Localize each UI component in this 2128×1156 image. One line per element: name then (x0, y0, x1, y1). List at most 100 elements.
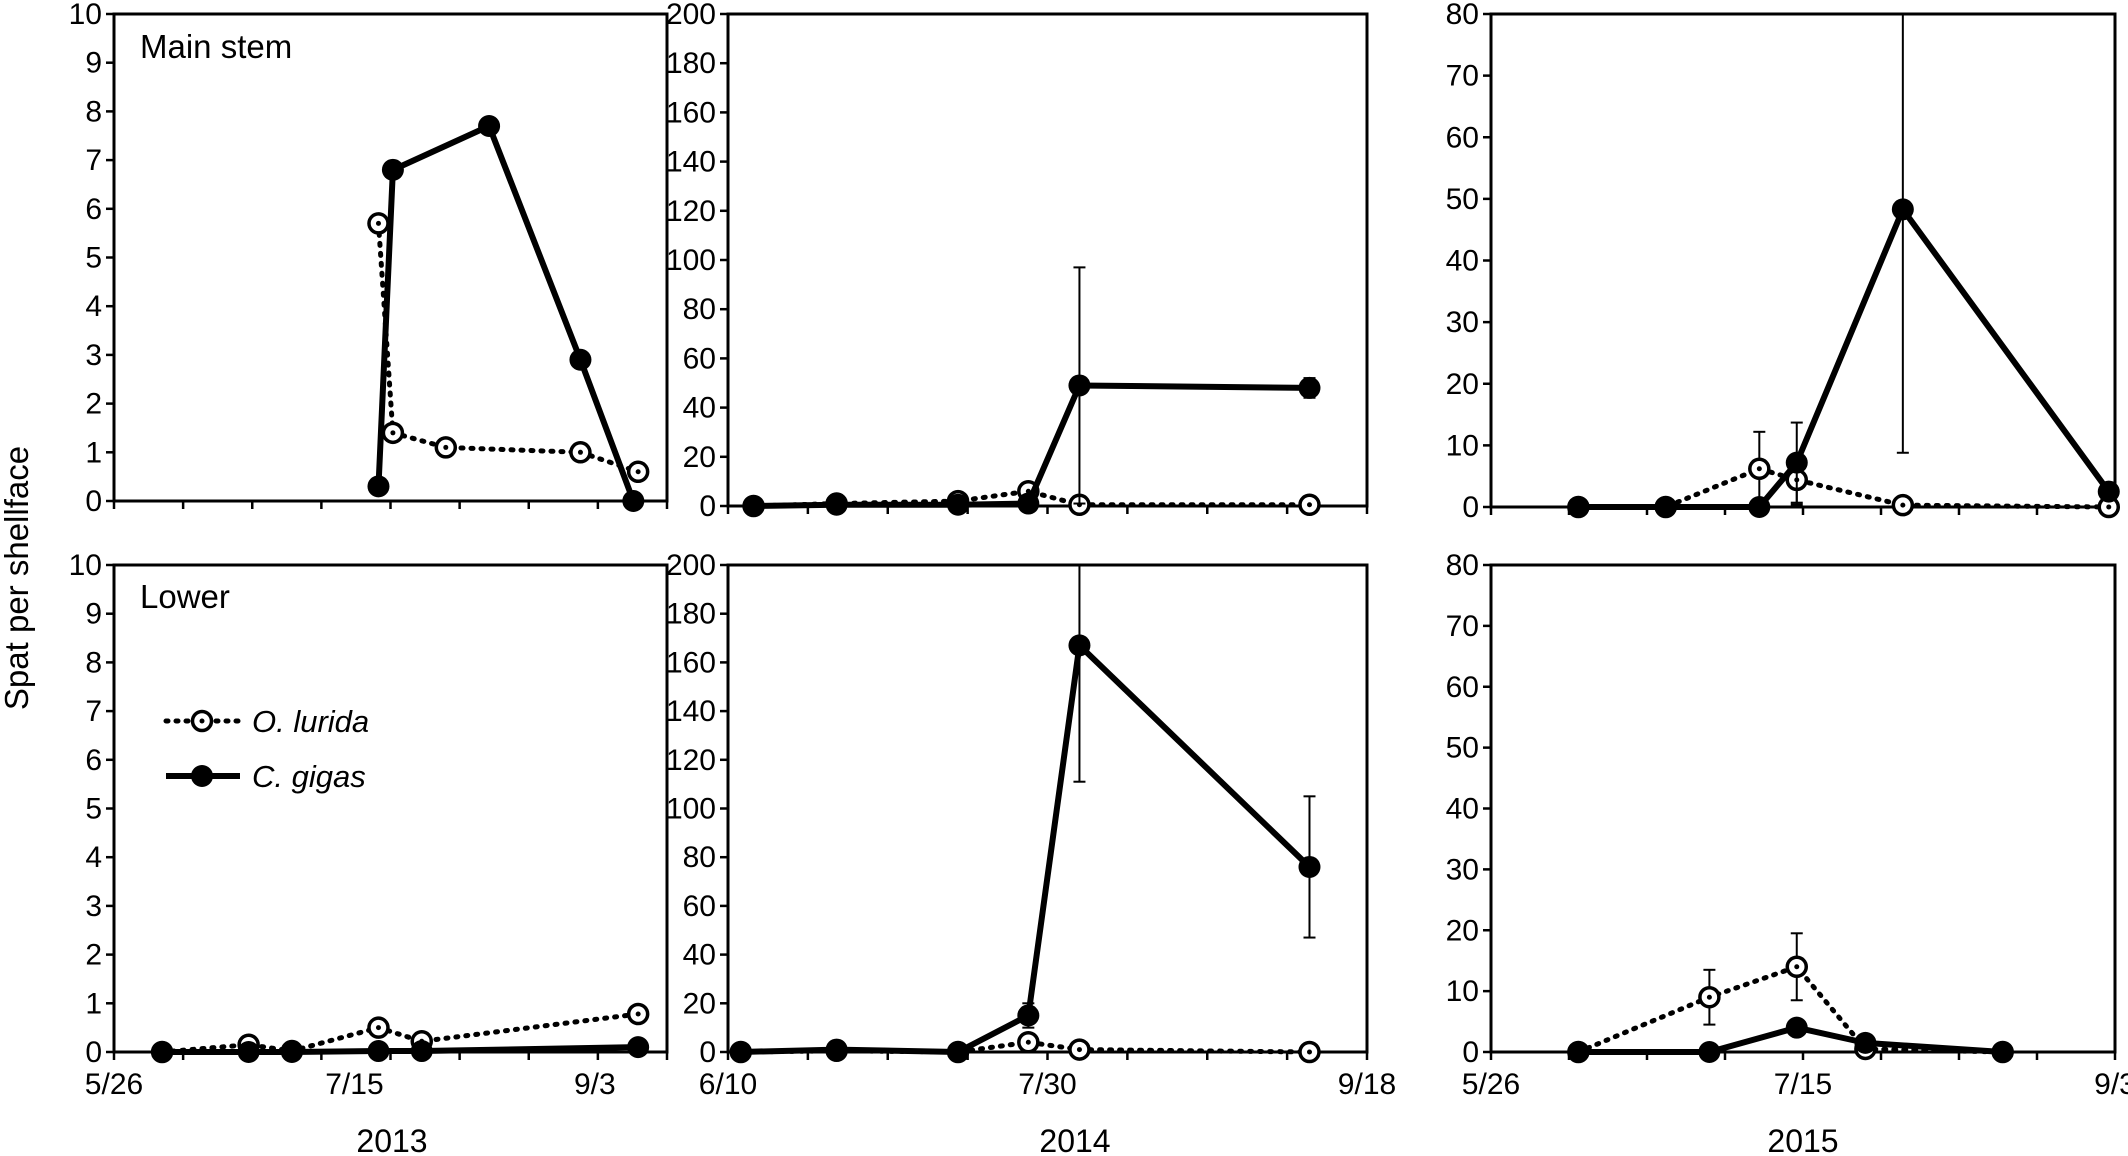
y-tick-label: 2 (85, 939, 102, 972)
y-tick-label: 80 (683, 841, 716, 874)
panel-lower-2015: 0 10 20 30 40 50 60 70 80 5/26 7/15 9/3 (1446, 549, 2128, 1101)
data-point-center (1900, 502, 1906, 508)
series-o-lurida (1567, 932, 2014, 1064)
y-tick-label: 200 (666, 0, 716, 31)
series-o-lurida (1567, 430, 2121, 519)
data-point-c-gigas (367, 475, 390, 498)
y-tick-label: 80 (683, 293, 716, 326)
series-line-o-lurida (159, 1011, 641, 1055)
y-tick-label: 5 (85, 242, 102, 275)
data-point-c-gigas (280, 1041, 303, 1063)
series-line-o-lurida (375, 220, 641, 475)
series-line-c-gigas (162, 1044, 639, 1055)
year-label-2014: 2014 (1039, 1123, 1110, 1156)
data-point-center (635, 469, 641, 475)
data-point-center (635, 1011, 641, 1017)
x-tick-label: 6/10 (699, 1068, 757, 1101)
legend-marker-c-gigas (191, 765, 213, 787)
legend-label-o-lurida: O. lurida (252, 704, 369, 739)
y-tick-label: 100 (666, 793, 716, 826)
y-tick-label: 1 (85, 987, 102, 1020)
x-tick-label: 9/3 (2094, 1068, 2128, 1101)
y-tick-label: 40 (1446, 793, 1479, 826)
y-tick-label: 60 (683, 342, 716, 375)
data-point-center (1756, 466, 1762, 472)
y-tick-label: 20 (1446, 914, 1479, 947)
y-tick-label: 3 (85, 890, 102, 923)
panel-main-stem-2014: 0 20 40 60 80 100 120 140 160 180 200 (666, 0, 1369, 523)
series-o-lurida (367, 212, 650, 484)
data-point-center (1706, 994, 1712, 1000)
y-tick-label: 40 (683, 939, 716, 972)
y-tick-label: 70 (1446, 610, 1479, 643)
y-tick-label: 40 (1446, 245, 1479, 278)
data-point-c-gigas (729, 1041, 752, 1063)
data-point-center (443, 444, 449, 450)
y-tick-label: 70 (1446, 60, 1479, 93)
year-label-2013: 2013 (356, 1123, 427, 1156)
data-point-c-gigas (1785, 1016, 1808, 1039)
row-label-main-stem: Main stem (140, 28, 292, 65)
data-point-c-gigas (1567, 496, 1590, 518)
y-tick-label: 140 (666, 146, 716, 179)
y-tick-label: 40 (683, 392, 716, 425)
plot-frame (726, 563, 1369, 1054)
y-tick-label: 0 (85, 485, 102, 518)
data-point-center (1306, 502, 1312, 508)
data-point-c-gigas (1854, 1031, 1877, 1054)
y-tick-label: 10 (1446, 975, 1479, 1008)
data-point-c-gigas (410, 1040, 433, 1063)
data-point-c-gigas (622, 490, 645, 512)
legend-label-c-gigas: C. gigas (252, 759, 366, 794)
data-point-center (1306, 1049, 1312, 1055)
legend-marker-o-lurida-dot (199, 718, 205, 724)
plot-frame (1489, 12, 2117, 509)
data-point-c-gigas (367, 1040, 390, 1063)
data-point-c-gigas (237, 1041, 260, 1063)
y-tick-label: 30 (1446, 306, 1479, 339)
data-point-c-gigas (627, 1036, 650, 1059)
legend: O. lurida C. gigas (163, 704, 369, 794)
y-tick-label: 9 (85, 598, 102, 631)
panel-lower-2014: 0 20 40 60 80 100 120 140 160 180 200 6/10 7/30 9/18 (666, 549, 1396, 1101)
data-point-c-gigas (1698, 1041, 1721, 1063)
panel-lower-2013: 0 1 2 3 4 5 6 7 8 9 10 5/26 7/15 9/3 (69, 549, 669, 1101)
data-point-c-gigas (1298, 376, 1321, 399)
series-c-gigas (742, 266, 1321, 517)
y-tick-label: 0 (85, 1036, 102, 1069)
data-point-center (2106, 504, 2112, 510)
series-c-gigas (151, 1036, 650, 1063)
series-c-gigas (367, 115, 645, 512)
y-tick-label: 120 (666, 744, 716, 777)
year-label-2015: 2015 (1767, 1123, 1838, 1156)
y-tick-label: 120 (666, 195, 716, 228)
series-line-c-gigas (740, 642, 1312, 1055)
data-point-center (375, 220, 381, 226)
data-point-c-gigas (1748, 496, 1771, 518)
y-tick-label: 60 (1446, 671, 1479, 704)
y-tick-label: 50 (1446, 183, 1479, 216)
series-line-c-gigas (753, 382, 1310, 509)
y-tick-label: 80 (1446, 0, 1479, 31)
y-tick-label: 4 (85, 841, 102, 874)
x-tick-label: 7/30 (1018, 1068, 1076, 1101)
data-point-center (375, 1025, 381, 1031)
series-line-c-gigas (375, 123, 637, 503)
data-point-c-gigas (1017, 1004, 1040, 1027)
data-point-c-gigas (569, 348, 592, 371)
data-point-center (1794, 964, 1800, 970)
y-tick-label: 0 (699, 1036, 716, 1069)
y-tick-label: 9 (85, 47, 102, 80)
panel-main-stem-2013: 0 1 2 3 4 5 6 7 8 9 10 (69, 0, 669, 518)
data-point-c-gigas (381, 158, 404, 181)
data-point-c-gigas (825, 1038, 848, 1061)
y-tick-label: 0 (699, 490, 716, 523)
x-tick-label: 9/18 (1338, 1068, 1396, 1101)
y-tick-label: 0 (1462, 1036, 1479, 1069)
row-label-lower: Lower (140, 578, 230, 615)
y-tick-label: 100 (666, 244, 716, 277)
plot-frame (726, 12, 1369, 508)
data-point-c-gigas (947, 1041, 970, 1063)
data-point-c-gigas (1991, 1041, 2014, 1063)
